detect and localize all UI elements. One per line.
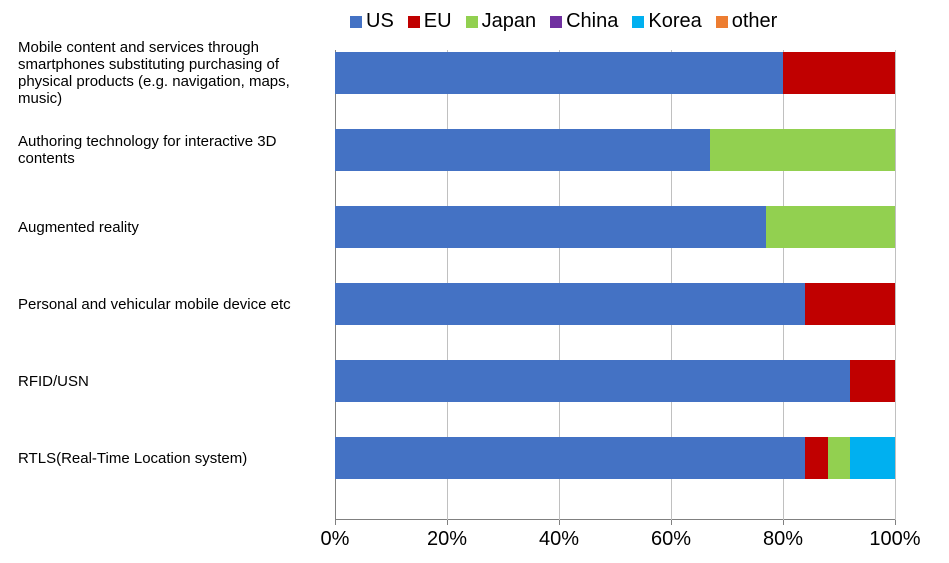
bar-segment-us <box>335 129 710 171</box>
stacked-bar-chart: US EU Japan China Korea other 0% 20% 40% 60% 80% 1… <box>0 0 949 563</box>
legend-swatch-korea <box>632 16 644 28</box>
legend-label: Japan <box>482 10 537 33</box>
bar-row <box>335 52 895 94</box>
bar-segment-us <box>335 52 783 94</box>
x-tick <box>447 520 448 525</box>
legend-item-china: China <box>550 10 618 33</box>
bar-segment-japan <box>766 206 895 248</box>
x-tick-label: 80% <box>763 528 803 551</box>
legend-label: EU <box>424 10 452 33</box>
legend-item-korea: Korea <box>632 10 701 33</box>
category-label: RTLS(Real-Time Location system) <box>18 450 328 467</box>
bar-row <box>335 360 895 402</box>
legend-swatch-us <box>350 16 362 28</box>
legend-swatch-china <box>550 16 562 28</box>
legend-label: other <box>732 10 778 33</box>
bar-segment-us <box>335 283 805 325</box>
bar-row <box>335 283 895 325</box>
legend-swatch-eu <box>408 16 420 28</box>
bar-segment-eu <box>850 360 895 402</box>
x-tick <box>559 520 560 525</box>
x-tick-label: 20% <box>427 528 467 551</box>
legend-item-us: US <box>350 10 394 33</box>
category-label: RFID/USN <box>18 373 328 390</box>
x-tick-label: 100% <box>869 528 920 551</box>
bar-segment-eu <box>805 283 895 325</box>
bar-segment-us <box>335 206 766 248</box>
legend-item-eu: EU <box>408 10 452 33</box>
bar-segment-eu <box>783 52 895 94</box>
legend: US EU Japan China Korea other <box>350 10 777 33</box>
bar-segment-japan <box>828 437 850 479</box>
x-tick <box>335 520 336 525</box>
legend-swatch-other <box>716 16 728 28</box>
plot-area <box>335 50 895 520</box>
legend-item-japan: Japan <box>466 10 537 33</box>
x-tick <box>783 520 784 525</box>
x-tick-label: 60% <box>651 528 691 551</box>
category-label: Augmented reality <box>18 219 328 236</box>
bar-row <box>335 129 895 171</box>
legend-swatch-japan <box>466 16 478 28</box>
legend-item-other: other <box>716 10 778 33</box>
bar-segment-korea <box>850 437 895 479</box>
legend-label: China <box>566 10 618 33</box>
category-label: Authoring technology for interactive 3D … <box>18 133 328 168</box>
bar-segment-eu <box>805 437 827 479</box>
category-label: Mobile content and services through smar… <box>18 39 328 108</box>
category-label: Personal and vehicular mobile device etc <box>18 296 328 313</box>
x-tick <box>895 520 896 525</box>
x-tick-label: 40% <box>539 528 579 551</box>
gridline <box>895 50 896 520</box>
legend-label: US <box>366 10 394 33</box>
bar-row <box>335 437 895 479</box>
bar-segment-us <box>335 437 805 479</box>
x-axis <box>335 519 895 520</box>
legend-label: Korea <box>648 10 701 33</box>
x-tick <box>671 520 672 525</box>
bar-segment-japan <box>710 129 895 171</box>
x-tick-label: 0% <box>321 528 350 551</box>
bar-segment-us <box>335 360 850 402</box>
bar-row <box>335 206 895 248</box>
